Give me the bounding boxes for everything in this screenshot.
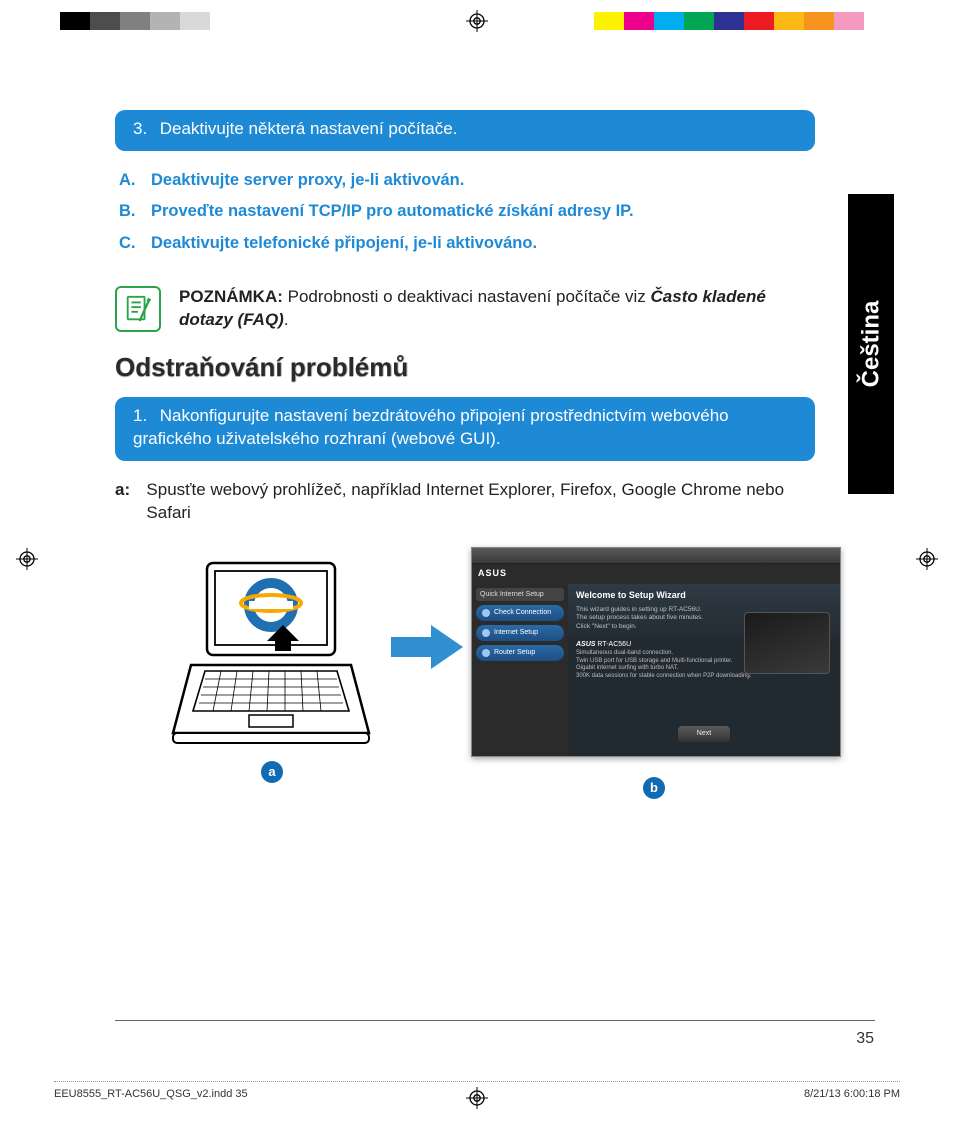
swatch (180, 12, 210, 30)
step-text: Deaktivujte některá nastavení počítače. (160, 119, 458, 138)
swatch (774, 12, 804, 30)
swatch (210, 12, 240, 30)
diagram: ASUS Quick Internet Setup Check Connecti… (115, 555, 815, 815)
swatch (90, 12, 120, 30)
router-ui-next-button[interactable]: Next (678, 726, 730, 742)
print-registration-top (0, 12, 954, 36)
substep-row: A. Deaktivujte server proxy, je-li aktivo… (119, 165, 815, 196)
router-ui-titlebar (472, 548, 840, 564)
swatch (864, 12, 894, 30)
substep-row: C. Deaktivujte telefonické připojení, je-… (119, 228, 815, 259)
diagram-badge-b: b (643, 777, 665, 799)
substep-text: Proveďte nastavení TCP/IP pro automatick… (151, 196, 634, 227)
swatch (60, 12, 90, 30)
swatch (624, 12, 654, 30)
note-block: POZNÁMKA: Podrobnosti o deaktivaci nasta… (115, 275, 815, 344)
page-content: 3. Deaktivujte některá nastavení počítač… (115, 110, 815, 815)
swatch (120, 12, 150, 30)
swatch (240, 12, 270, 30)
router-ui-screenshot: ASUS Quick Internet Setup Check Connecti… (471, 547, 841, 757)
diagram-badge-a: a (261, 761, 283, 783)
step-number: 1. (133, 405, 155, 428)
swatch (834, 12, 864, 30)
language-tab-label: Čeština (857, 301, 885, 388)
substep-label: A. (119, 165, 141, 196)
router-ui-side-item[interactable]: Internet Setup (476, 625, 564, 641)
page-number: 35 (856, 1030, 874, 1048)
note-body-post: . (284, 310, 289, 329)
swatch (270, 12, 300, 30)
swatch (150, 12, 180, 30)
router-ui-side-header: Quick Internet Setup (476, 588, 564, 601)
substep-label: C. (119, 228, 141, 259)
substep-row: B. Proveďte nastavení TCP/IP pro automati… (119, 196, 815, 227)
laptop-illustration (171, 555, 371, 755)
swatch (300, 12, 330, 30)
color-bar-right (594, 12, 894, 30)
footer-rule (115, 1020, 875, 1021)
router-ui-main: Welcome to Setup Wizard This wizard guid… (568, 584, 840, 756)
substep-text: Deaktivujte telefonické připojení, je-li… (151, 228, 537, 259)
registration-mark-right (916, 548, 938, 570)
print-footer-file: EEU8555_RT-AC56U_QSG_v2.indd 35 (54, 1088, 248, 1101)
router-ui-brand: ASUS (478, 568, 507, 578)
router-ui-side-item[interactable]: Router Setup (476, 645, 564, 661)
swatch (654, 12, 684, 30)
router-ui-wizard-title: Welcome to Setup Wizard (576, 590, 832, 600)
language-tab: Čeština (848, 194, 894, 494)
print-footer: EEU8555_RT-AC56U_QSG_v2.indd 35 8/21/13 … (54, 1081, 900, 1101)
router-ui-model-brand: ASUS (576, 641, 595, 648)
substep-text: Deaktivujte server proxy, je-li aktivová… (151, 165, 464, 196)
swatch (804, 12, 834, 30)
swatch (744, 12, 774, 30)
note-body-pre: Podrobnosti o deaktivaci nastavení počít… (288, 287, 651, 306)
substep-a-text: Spusťte webový prohlížeč, například Inte… (146, 479, 815, 525)
swatch (594, 12, 624, 30)
swatch (714, 12, 744, 30)
substep-list: A. Deaktivujte server proxy, je-li aktivo… (119, 165, 815, 259)
step-number: 3. (133, 118, 155, 141)
substep-label: B. (119, 196, 141, 227)
registration-mark-left (16, 548, 38, 570)
router-image-icon (744, 612, 830, 674)
step-bar-3: 3. Deaktivujte některá nastavení počítač… (115, 110, 815, 151)
substep-a-label: a: (115, 479, 136, 525)
router-ui-model-name: RT-AC56U (597, 641, 631, 648)
color-bar-left (60, 12, 360, 30)
arrow-icon (391, 625, 463, 669)
step-bar-1: 1. Nakonfigurujte nastavení bezdrátového… (115, 397, 815, 461)
page-frame: Čeština 3. Deaktivujte některá nastavení… (60, 60, 894, 1060)
note-label: POZNÁMKA: (179, 287, 283, 306)
section-heading: Odstraňování problémů (115, 352, 815, 383)
swatch (684, 12, 714, 30)
router-ui-side-item[interactable]: Check Connection (476, 605, 564, 621)
step-text: Nakonfigurujte nastavení bezdrátového př… (133, 406, 729, 448)
note-text: POZNÁMKA: Podrobnosti o deaktivaci nasta… (179, 286, 815, 332)
registration-mark-top (466, 10, 488, 32)
substep-a: a: Spusťte webový prohlížeč, například I… (115, 479, 815, 525)
note-icon (115, 286, 161, 332)
print-footer-timestamp: 8/21/13 6:00:18 PM (804, 1088, 900, 1101)
swatch (330, 12, 360, 30)
router-ui-sidebar: Quick Internet Setup Check Connection Int… (472, 584, 568, 756)
